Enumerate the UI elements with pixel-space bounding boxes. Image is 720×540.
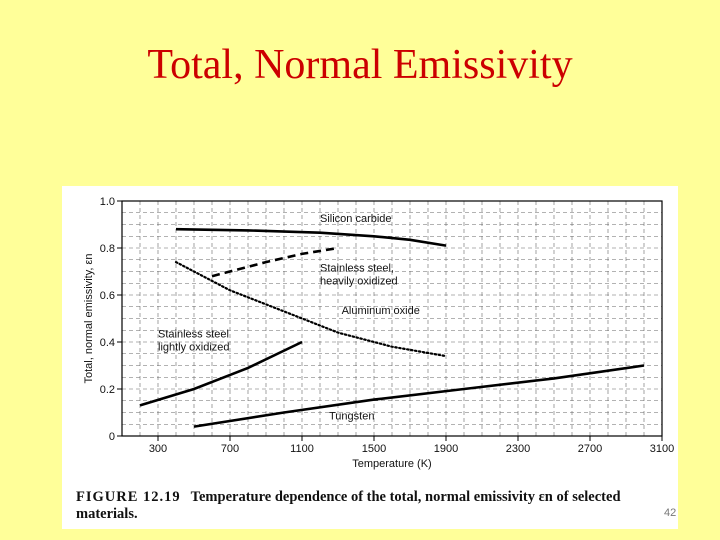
series-label-line: heavily oxidized	[320, 276, 398, 288]
series-label-line: Silicon carbide	[320, 213, 392, 225]
x-tick-label: 2700	[578, 443, 602, 455]
emissivity-chart: 300 700 1100 1500 1900 2300 2700 3100 0 0.2 0.4 0.6…	[83, 196, 674, 470]
figure-panel: 300 700 1100 1500 1900 2300 2700 3100 0 0.2 0.4 0.6…	[62, 186, 678, 529]
slide-title: Total, Normal Emissivity	[147, 42, 573, 88]
x-tick-label: 700	[221, 443, 239, 455]
series-label-line: lightly oxidized	[158, 341, 230, 353]
y-tick-label: 0.6	[100, 290, 115, 302]
series-label-line: Stainless steel	[158, 328, 229, 340]
x-tick-label: 2300	[506, 443, 530, 455]
y-tick-label: 0.8	[100, 243, 115, 255]
series-label-line: Stainless steel,	[320, 263, 394, 275]
x-tick-label: 1100	[290, 443, 314, 455]
figure-label: FIGURE 12.19	[76, 489, 181, 505]
series-label: Aluminum oxide	[342, 305, 420, 317]
series-label: Stainless steel, heavily oxidized	[320, 263, 398, 288]
y-tick-label: 0.4	[100, 337, 115, 349]
x-tick-label: 300	[149, 443, 167, 455]
x-tick-label: 3100	[650, 443, 674, 455]
page-number: 42	[664, 507, 677, 519]
y-tick-label: 1.0	[100, 196, 115, 208]
y-tick-label: 0.2	[100, 384, 115, 396]
series-line	[174, 261, 448, 358]
series-line	[175, 227, 447, 247]
series-label: Silicon carbide	[320, 213, 392, 225]
series-label-line: Aluminum oxide	[342, 305, 420, 317]
x-tick-label: 1900	[434, 443, 458, 455]
figure-caption: FIGURE 12.19 Temperature dependence of th…	[76, 489, 666, 523]
series-label: Tungsten	[329, 411, 374, 423]
figure-caption-text: Temperature dependence of the total, nor…	[76, 489, 621, 522]
series-line	[211, 246, 339, 278]
series-label: Stainless steel lightly oxidized	[158, 328, 230, 353]
y-tick-label: 0	[109, 431, 115, 443]
plot-frame	[121, 200, 663, 437]
series-line	[139, 340, 303, 407]
x-tick-label: 1500	[362, 443, 386, 455]
y-axis-label: Total, normal emissivity, εn	[83, 253, 95, 383]
series-line	[193, 364, 645, 428]
x-axis-label: Temperature (K)	[352, 458, 431, 470]
series-label-line: Tungsten	[329, 411, 374, 423]
